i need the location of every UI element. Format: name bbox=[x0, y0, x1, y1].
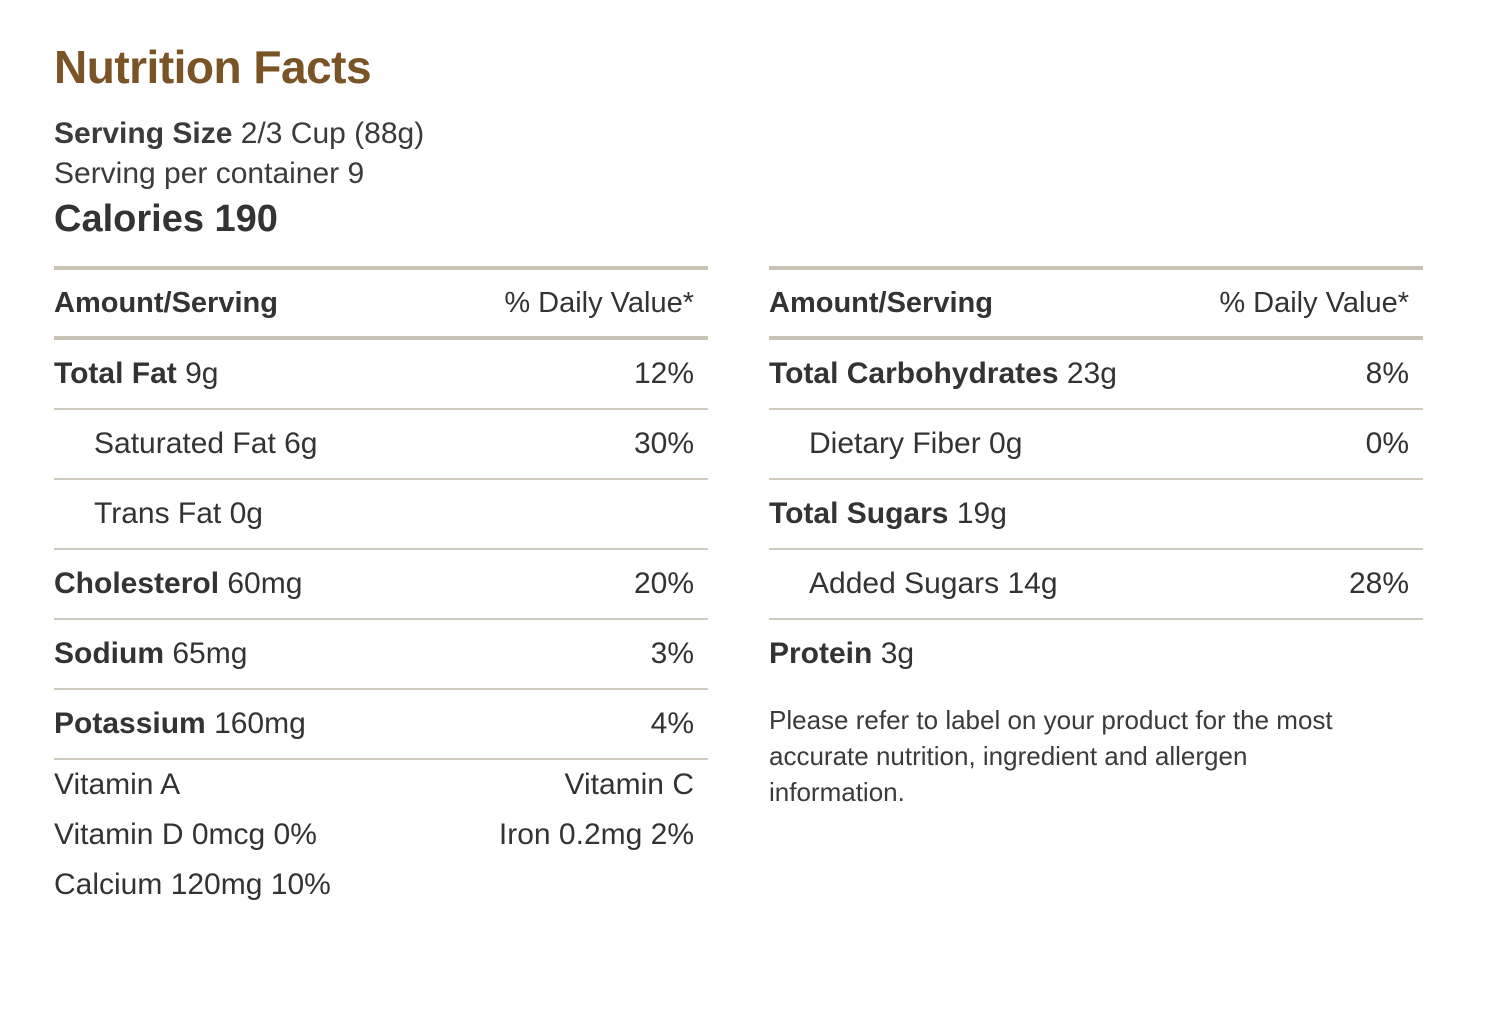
amount-header: Amount/Serving bbox=[769, 286, 993, 319]
nutrient-amount: 23g bbox=[1066, 357, 1117, 390]
nutrient-name: Saturated Fat 6g bbox=[94, 427, 318, 460]
nutrient-dv: 12% bbox=[633, 357, 694, 390]
nutrient-amount: 3g bbox=[880, 637, 915, 670]
nutrient-amount: 60mg bbox=[227, 567, 303, 600]
nutrient-name: Dietary Fiber 0g bbox=[809, 427, 1023, 460]
row-total-carbohydrates: Total Carbohydrates 23g 8% bbox=[769, 340, 1423, 410]
row-sodium: Sodium 65mg 3% bbox=[54, 620, 708, 690]
nutrient-dv: 28% bbox=[1348, 567, 1409, 600]
row-cholesterol: Cholesterol 60mg 20% bbox=[54, 550, 708, 620]
nutrient-amount: 19g bbox=[956, 497, 1007, 530]
nutrient-name: Sodium bbox=[54, 637, 164, 670]
nutrient-name: Potassium bbox=[54, 707, 206, 740]
vitamin-row: Calcium 120mg 10% bbox=[54, 860, 708, 910]
nutrient-name: Added Sugars 14g bbox=[809, 567, 1058, 600]
calories: Calories 190 bbox=[54, 198, 278, 240]
right-header: Amount/Serving % Daily Value* bbox=[769, 266, 1423, 340]
nutrient-amount: 160mg bbox=[214, 707, 306, 740]
daily-value-header: % Daily Value* bbox=[1219, 286, 1409, 319]
nutrient-dv: 8% bbox=[1365, 357, 1409, 390]
vitamins-section: Vitamin A Vitamin C Vitamin D 0mcg 0% Ir… bbox=[54, 760, 708, 910]
left-header: Amount/Serving % Daily Value* bbox=[54, 266, 708, 340]
row-total-fat: Total Fat 9g 12% bbox=[54, 340, 708, 410]
vitamin-row: Vitamin D 0mcg 0% Iron 0.2mg 2% bbox=[54, 810, 708, 860]
nutrient-dv: 20% bbox=[633, 567, 694, 600]
calcium: Calcium 120mg 10% bbox=[54, 868, 331, 901]
row-saturated-fat: Saturated Fat 6g 30% bbox=[54, 410, 708, 480]
vitamin-d: Vitamin D 0mcg 0% bbox=[54, 818, 317, 851]
nutrient-amount: 65mg bbox=[172, 637, 248, 670]
disclaimer-note: Please refer to label on your product fo… bbox=[769, 705, 1333, 807]
left-column: Amount/Serving % Daily Value* Total Fat … bbox=[54, 266, 708, 910]
page-title: Nutrition Facts bbox=[54, 41, 372, 93]
iron: Iron 0.2mg 2% bbox=[498, 818, 694, 851]
nutrient-dv: 4% bbox=[650, 707, 694, 740]
nutrient-name: Trans Fat 0g bbox=[94, 497, 263, 530]
row-potassium: Potassium 160mg 4% bbox=[54, 690, 708, 760]
nutrient-dv: 30% bbox=[633, 427, 694, 460]
nutrient-name: Total Carbohydrates bbox=[769, 357, 1059, 390]
nutrient-name: Total Fat bbox=[54, 357, 177, 390]
row-dietary-fiber: Dietary Fiber 0g 0% bbox=[769, 410, 1423, 480]
right-column: Amount/Serving % Daily Value* Total Carb… bbox=[769, 266, 1423, 810]
serving-size-value: 2/3 Cup (88g) bbox=[240, 117, 425, 150]
nutrient-name: Cholesterol bbox=[54, 567, 220, 600]
row-total-sugars: Total Sugars 19g bbox=[769, 480, 1423, 550]
nutrient-dv: 3% bbox=[650, 637, 694, 670]
nutrient-dv: 0% bbox=[1365, 427, 1409, 460]
vitamin-c: Vitamin C bbox=[564, 768, 695, 801]
nutrient-amount: 9g bbox=[185, 357, 219, 390]
serving-size-label: Serving Size bbox=[54, 117, 233, 150]
nutrient-name: Protein bbox=[769, 637, 873, 670]
row-trans-fat: Trans Fat 0g bbox=[54, 480, 708, 550]
row-protein: Protein 3g bbox=[769, 620, 1423, 688]
daily-value-header: % Daily Value* bbox=[504, 286, 694, 319]
nutrient-name: Total Sugars bbox=[769, 497, 949, 530]
amount-header: Amount/Serving bbox=[54, 286, 278, 319]
vitamin-row: Vitamin A Vitamin C bbox=[54, 760, 708, 810]
servings-per-container: Serving per container 9 bbox=[54, 157, 365, 190]
serving-size: Serving Size 2/3 Cup (88g) bbox=[54, 114, 424, 154]
vitamin-a: Vitamin A bbox=[54, 768, 181, 801]
serving-info: Serving Size 2/3 Cup (88g) Serving per c… bbox=[54, 114, 424, 194]
row-added-sugars: Added Sugars 14g 28% bbox=[769, 550, 1423, 620]
